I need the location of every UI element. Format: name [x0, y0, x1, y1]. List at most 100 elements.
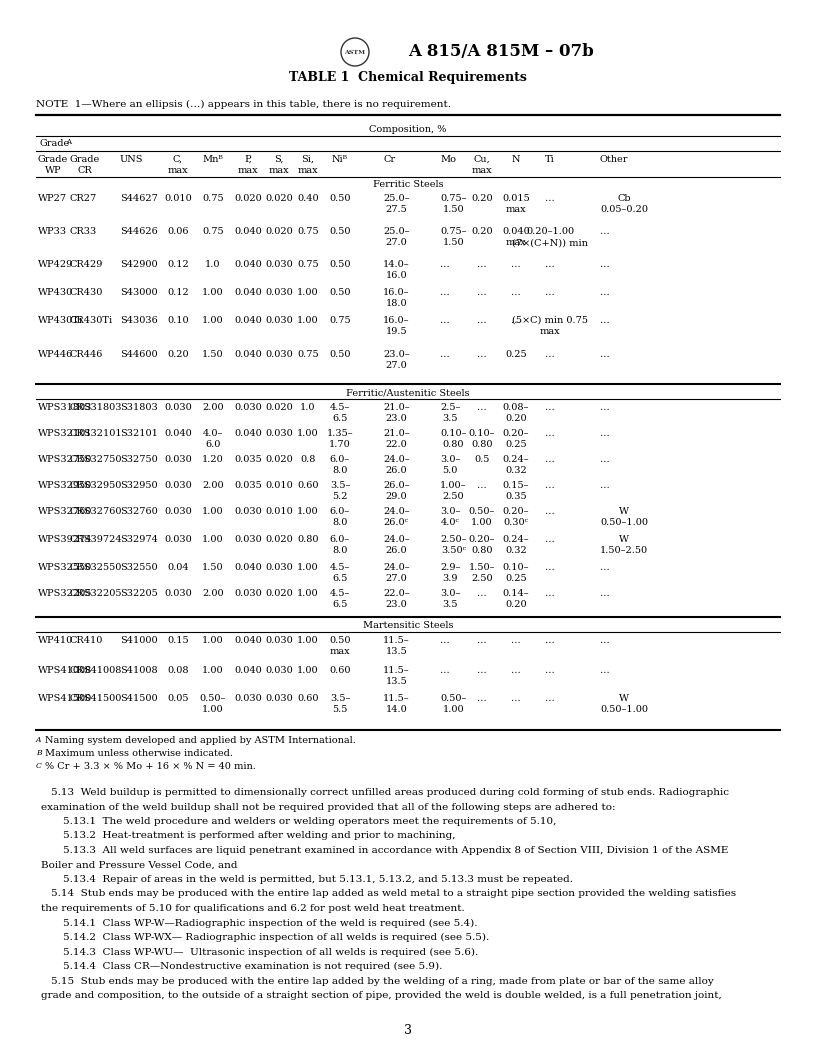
Text: 0.60: 0.60 [329, 666, 351, 675]
Text: Mo: Mo [440, 155, 456, 164]
Text: 0.75–
1.50: 0.75– 1.50 [440, 194, 467, 214]
Text: 14.0–
16.0: 14.0– 16.0 [383, 260, 410, 280]
Text: CRS32750: CRS32750 [70, 455, 122, 464]
Text: 3.5–
5.5: 3.5– 5.5 [330, 694, 350, 714]
Text: Grade: Grade [39, 139, 69, 148]
Text: CRS31803: CRS31803 [70, 403, 122, 412]
Text: N: N [512, 155, 521, 164]
Text: Ti: Ti [545, 155, 555, 164]
Text: 2.00: 2.00 [202, 480, 224, 490]
Text: S32205: S32205 [120, 589, 157, 598]
Text: S43000: S43000 [120, 288, 157, 297]
Text: 6.0–
8.0: 6.0– 8.0 [330, 507, 350, 527]
Text: 0.030: 0.030 [234, 535, 262, 544]
Text: 0.50: 0.50 [329, 227, 351, 235]
Text: …: … [545, 694, 555, 703]
Text: …: … [511, 288, 521, 297]
Text: …: … [545, 403, 555, 412]
Text: 0.015
max: 0.015 max [502, 194, 530, 214]
Text: WPS32950: WPS32950 [38, 480, 92, 490]
Text: …: … [477, 636, 487, 645]
Text: 1.20: 1.20 [202, 455, 224, 464]
Text: 1.00–
2.50: 1.00– 2.50 [440, 480, 467, 502]
Text: 5.14.2  Class WP-WX— Radiographic inspection of all welds is required (see 5.5).: 5.14.2 Class WP-WX— Radiographic inspect… [63, 934, 490, 942]
Text: 0.50–
1.00: 0.50– 1.00 [200, 694, 226, 714]
Text: 0.030: 0.030 [164, 589, 192, 598]
Text: …: … [600, 666, 610, 675]
Text: S44627: S44627 [120, 194, 157, 203]
Text: S32550: S32550 [120, 563, 157, 572]
Text: 0.030: 0.030 [234, 507, 262, 516]
Text: 0.030: 0.030 [265, 694, 293, 703]
Text: S32950: S32950 [120, 480, 157, 490]
Text: 0.14–
0.20: 0.14– 0.20 [503, 589, 530, 609]
Text: 0.020: 0.020 [265, 403, 293, 412]
Text: 0.10–
0.80: 0.10– 0.80 [468, 429, 495, 449]
Text: …: … [511, 260, 521, 269]
Text: 0.75: 0.75 [297, 260, 319, 269]
Text: 0.75–
1.50: 0.75– 1.50 [440, 227, 467, 247]
Text: WPS41008: WPS41008 [38, 666, 92, 675]
Text: WP429: WP429 [38, 260, 73, 269]
Text: 23.0–
27.0: 23.0– 27.0 [383, 350, 410, 370]
Text: grade and composition, to the outside of a straight section of pipe, provided th: grade and composition, to the outside of… [41, 991, 721, 1000]
Text: Other: Other [600, 155, 628, 164]
Text: W
0.50–1.00: W 0.50–1.00 [600, 694, 648, 714]
Text: Cr: Cr [383, 155, 395, 164]
Text: …: … [545, 636, 555, 645]
Text: 0.030: 0.030 [265, 666, 293, 675]
Text: WP27: WP27 [38, 194, 67, 203]
Text: …: … [600, 455, 610, 464]
Text: 0.50: 0.50 [329, 350, 351, 359]
Text: 0.50: 0.50 [329, 260, 351, 269]
Text: S32750: S32750 [120, 455, 157, 464]
Text: WP33: WP33 [38, 227, 67, 235]
Text: …: … [511, 666, 521, 675]
Text: 22.0–
23.0: 22.0– 23.0 [383, 589, 410, 609]
Text: 1.50–
2.50: 1.50– 2.50 [468, 563, 495, 583]
Text: 0.12: 0.12 [167, 288, 188, 297]
Text: 6.0–
8.0: 6.0– 8.0 [330, 455, 350, 475]
Text: 5.15  Stub ends may be produced with the entire lap added by the welding of a ri: 5.15 Stub ends may be produced with the … [51, 977, 714, 985]
Text: 0.25: 0.25 [505, 350, 527, 359]
Text: 24.0–
27.0: 24.0– 27.0 [383, 563, 410, 583]
Text: 0.75: 0.75 [297, 227, 319, 235]
Text: C: C [36, 762, 42, 770]
Text: 0.030: 0.030 [234, 589, 262, 598]
Text: 0.020: 0.020 [265, 589, 293, 598]
Text: 0.20–
0.30ᶜ: 0.20– 0.30ᶜ [503, 507, 530, 527]
Text: CRS41500: CRS41500 [70, 694, 122, 703]
Text: …: … [545, 480, 555, 490]
Text: 0.10–
0.25: 0.10– 0.25 [503, 563, 530, 583]
Text: Maximum unless otherwise indicated.: Maximum unless otherwise indicated. [45, 749, 233, 758]
Text: 0.50–
1.00: 0.50– 1.00 [440, 694, 467, 714]
Text: …: … [477, 260, 487, 269]
Text: …: … [600, 636, 610, 645]
Text: 3.0–
4.0ᶜ: 3.0– 4.0ᶜ [440, 507, 460, 527]
Text: 2.50–
3.50ᶜ: 2.50– 3.50ᶜ [440, 535, 467, 555]
Text: CR430: CR430 [70, 288, 104, 297]
Text: 5.14.3  Class WP-WU—  Ultrasonic inspection of all welds is required (see 5.6).: 5.14.3 Class WP-WU— Ultrasonic inspectio… [63, 947, 478, 957]
Text: 4.0–
6.0: 4.0– 6.0 [203, 429, 224, 449]
Text: …: … [545, 507, 555, 516]
Text: CRS32950: CRS32950 [70, 480, 122, 490]
Text: 25.0–
27.0: 25.0– 27.0 [383, 227, 410, 247]
Text: WPS32760: WPS32760 [38, 507, 92, 516]
Text: 0.030: 0.030 [234, 403, 262, 412]
Text: 0.030: 0.030 [265, 429, 293, 438]
Text: 0.040: 0.040 [234, 563, 262, 572]
Text: Martensitic Steels: Martensitic Steels [363, 621, 453, 630]
Text: 3: 3 [404, 1023, 412, 1037]
Text: Ferritic/Austenitic Steels: Ferritic/Austenitic Steels [346, 388, 470, 397]
Text: 0.020: 0.020 [265, 535, 293, 544]
Text: …: … [511, 636, 521, 645]
Text: 0.040: 0.040 [164, 429, 192, 438]
Text: WPS32750: WPS32750 [38, 455, 92, 464]
Text: Mnᴮ: Mnᴮ [202, 155, 224, 164]
Text: examination of the weld buildup shall not be required provided that all of the f: examination of the weld buildup shall no… [41, 803, 615, 811]
Text: 0.040: 0.040 [234, 316, 262, 325]
Text: …: … [545, 589, 555, 598]
Text: S32760: S32760 [120, 507, 157, 516]
Text: 26.0–
29.0: 26.0– 29.0 [383, 480, 410, 502]
Text: …: … [600, 563, 610, 572]
